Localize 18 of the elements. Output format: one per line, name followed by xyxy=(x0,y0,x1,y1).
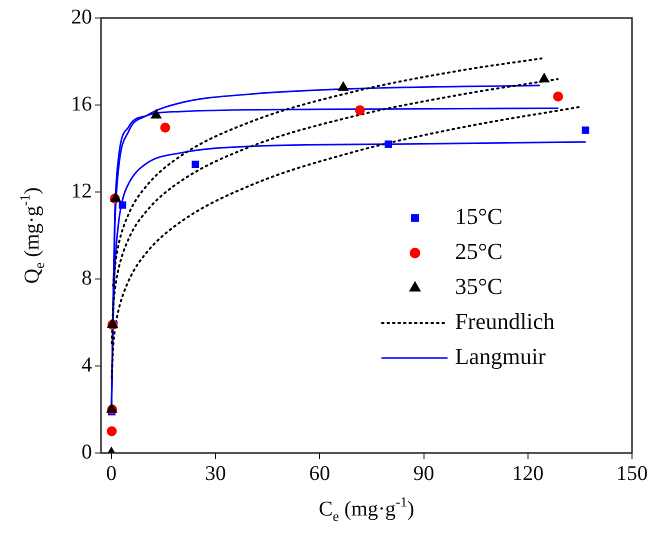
x-tick-label: 60 xyxy=(309,461,330,486)
y-tick-label: 0 xyxy=(82,440,92,464)
x-tick-label: 120 xyxy=(512,461,544,486)
x-tick-label: 30 xyxy=(205,461,226,486)
x-tick-label: 150 xyxy=(616,461,648,486)
y-tick-label: 20 xyxy=(71,4,92,29)
legend-label: Freundlich xyxy=(455,309,556,334)
y-tick-label: 12 xyxy=(71,178,92,203)
x-tick-label: 90 xyxy=(413,461,434,486)
x-tick-label: 0 xyxy=(106,461,117,486)
legend-label: Langmuir xyxy=(455,344,546,370)
y-tick-label: 16 xyxy=(71,92,92,116)
y-tick-label: 4 xyxy=(82,352,92,377)
legend-label: 35°C xyxy=(455,274,503,300)
y-axis-title: Qe (mg·g-1) xyxy=(18,187,48,284)
y-tick-label: 8 xyxy=(82,266,92,290)
legend-label: 15°C xyxy=(455,204,503,230)
legend-label: 25°C xyxy=(455,239,503,264)
